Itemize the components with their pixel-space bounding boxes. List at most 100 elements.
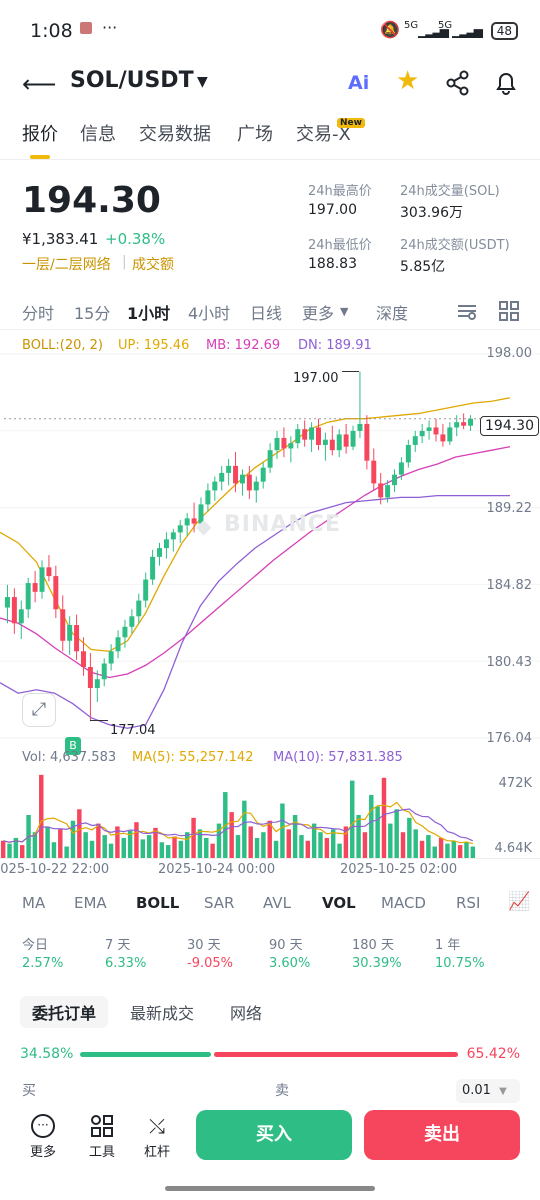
chevron-down-icon: ▼ <box>499 1086 507 1097</box>
candle-body <box>267 450 273 468</box>
candle-body <box>94 679 100 688</box>
buy-button[interactable]: 买入 <box>196 1110 352 1160</box>
volume-bar <box>210 843 215 858</box>
candle-body <box>350 430 356 447</box>
volume-bar <box>197 829 203 858</box>
volume-bar <box>242 800 247 858</box>
volume-chart <box>0 774 476 858</box>
amount-value: 5.85亿 <box>400 259 446 275</box>
pair-title[interactable]: SOL/USDT <box>70 68 194 93</box>
tab-orders[interactable]: 委托订单 <box>20 996 109 1028</box>
ind-ma[interactable]: MA <box>22 894 46 912</box>
precision-value: 0.01 <box>462 1083 491 1098</box>
volume-bar <box>318 832 323 858</box>
candle-body <box>198 504 204 524</box>
volume-bar <box>280 803 285 858</box>
main-tabs: 报价 信息 交易数据 广场 交易-X <box>0 110 540 160</box>
ind-ema[interactable]: EMA <box>74 894 107 912</box>
boll-up: UP: 195.46 <box>118 338 190 353</box>
cny-price: ¥1,383.41 <box>22 230 99 248</box>
tools-button[interactable]: 工具 <box>89 1114 115 1160</box>
amount-tag[interactable]: 成交额 <box>132 257 174 273</box>
last-price-tag: 194.30 <box>480 416 539 436</box>
axis-line <box>0 858 540 859</box>
vol-ybot: 4.64K <box>494 841 532 856</box>
volume-bar <box>445 843 450 858</box>
y-tick-2: 189.22 <box>486 501 533 516</box>
chart-settings-icon[interactable] <box>456 300 478 322</box>
tab-info[interactable]: 信息 <box>80 124 116 145</box>
volume-bar <box>102 835 107 858</box>
candle-body <box>25 583 31 610</box>
volume-bar <box>457 845 463 858</box>
volume-bar <box>70 820 76 858</box>
candle-body <box>260 467 266 482</box>
low-label: 24h最低价 <box>308 238 372 253</box>
tab-network[interactable]: 网络 <box>230 1004 263 1023</box>
buy-marker: B <box>65 737 81 755</box>
ind-vol[interactable]: VOL <box>322 894 356 912</box>
vol-ma5: MA(5): 55,257.142 <box>132 750 254 765</box>
candle-body <box>343 434 349 447</box>
ind-macd[interactable]: MACD <box>381 894 426 912</box>
precision-select[interactable]: 0.01 ▼ <box>456 1079 520 1103</box>
fullscreen-icon[interactable]: ⤢ <box>22 693 56 727</box>
volume-bar <box>13 837 19 858</box>
candle-body <box>461 422 467 426</box>
ai-icon[interactable]: Ai <box>348 72 370 94</box>
leverage-button[interactable]: ⤯ 杠杆 <box>144 1114 170 1160</box>
interval-15m[interactable]: 15分 <box>74 304 111 323</box>
volume-bar <box>127 830 133 858</box>
perf-label-today: 今日 <box>22 938 49 953</box>
tab-trade-x[interactable]: 交易-X <box>296 124 351 145</box>
volume-bar <box>140 839 146 858</box>
volume-bar <box>292 815 298 858</box>
dropdown-icon[interactable]: ▼ <box>197 74 208 90</box>
candle-body <box>122 626 128 638</box>
ind-boll[interactable]: BOLL <box>136 894 180 912</box>
volume-bar <box>185 832 190 858</box>
interval-4h[interactable]: 4小时 <box>188 304 231 323</box>
interval-more[interactable]: 更多 <box>302 304 335 323</box>
volume-bar <box>426 835 431 858</box>
ind-rsi[interactable]: RSI <box>456 894 481 912</box>
tab-square[interactable]: 广场 <box>237 124 273 145</box>
volume-bar <box>350 780 355 858</box>
candle-body <box>288 443 294 449</box>
interval-depth[interactable]: 深度 <box>376 304 409 323</box>
candle-body <box>170 532 176 540</box>
boll-upper-line <box>0 397 511 652</box>
star-icon[interactable]: ★ <box>396 66 420 96</box>
interval-1h[interactable]: 1小时 <box>127 304 171 323</box>
tab-quote[interactable]: 报价 <box>22 124 58 145</box>
candle-body <box>60 609 66 641</box>
candlestick-chart[interactable] <box>0 332 540 752</box>
ind-avl[interactable]: AVL <box>263 894 291 912</box>
indicator-chart-icon[interactable]: 📈 <box>508 891 531 912</box>
grid-layout-icon[interactable] <box>498 300 520 322</box>
vol-ma5-line <box>3 801 473 845</box>
candle-body <box>157 548 163 557</box>
interval-time[interactable]: 分时 <box>22 304 55 323</box>
volume-bar <box>58 829 63 858</box>
vol-ma10: MA(10): 57,831.385 <box>273 750 403 765</box>
candle-body <box>101 663 107 680</box>
candle-body <box>322 439 328 445</box>
volume-bar <box>235 835 241 858</box>
sell-button[interactable]: 卖出 <box>364 1110 520 1160</box>
ind-sar[interactable]: SAR <box>204 894 235 912</box>
bell-icon[interactable] <box>493 70 519 96</box>
high-marker: 197.00 <box>293 371 339 386</box>
tab-trade-data[interactable]: 交易数据 <box>139 124 211 145</box>
network-tag[interactable]: 一层/二层网络 <box>22 257 111 273</box>
perf-value-today: 2.57% <box>22 956 64 971</box>
back-icon[interactable]: ⟵ <box>22 70 57 98</box>
x-tick-0: 2025-10-22 22:00 <box>0 862 110 877</box>
volume-bar <box>96 823 101 858</box>
volume-bar <box>108 843 114 858</box>
more-button[interactable]: ··· 更多 <box>30 1114 56 1160</box>
share-icon[interactable] <box>445 70 471 96</box>
candle-body <box>281 437 287 449</box>
tab-latest-trades[interactable]: 最新成交 <box>130 1004 195 1023</box>
interval-1d[interactable]: 日线 <box>250 304 283 323</box>
